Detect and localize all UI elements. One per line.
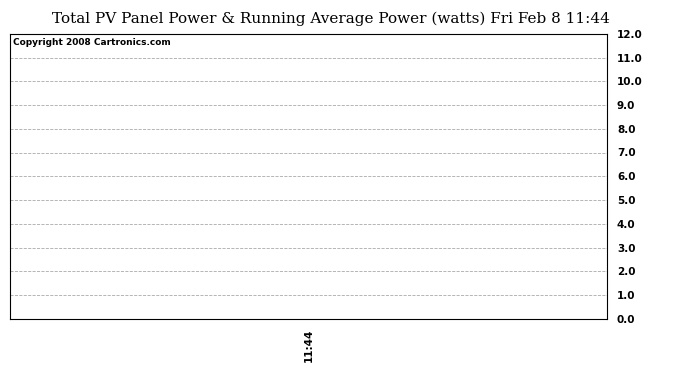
Text: Total PV Panel Power & Running Average Power (watts) Fri Feb 8 11:44: Total PV Panel Power & Running Average P… [52, 11, 610, 26]
Text: Copyright 2008 Cartronics.com: Copyright 2008 Cartronics.com [13, 38, 171, 47]
